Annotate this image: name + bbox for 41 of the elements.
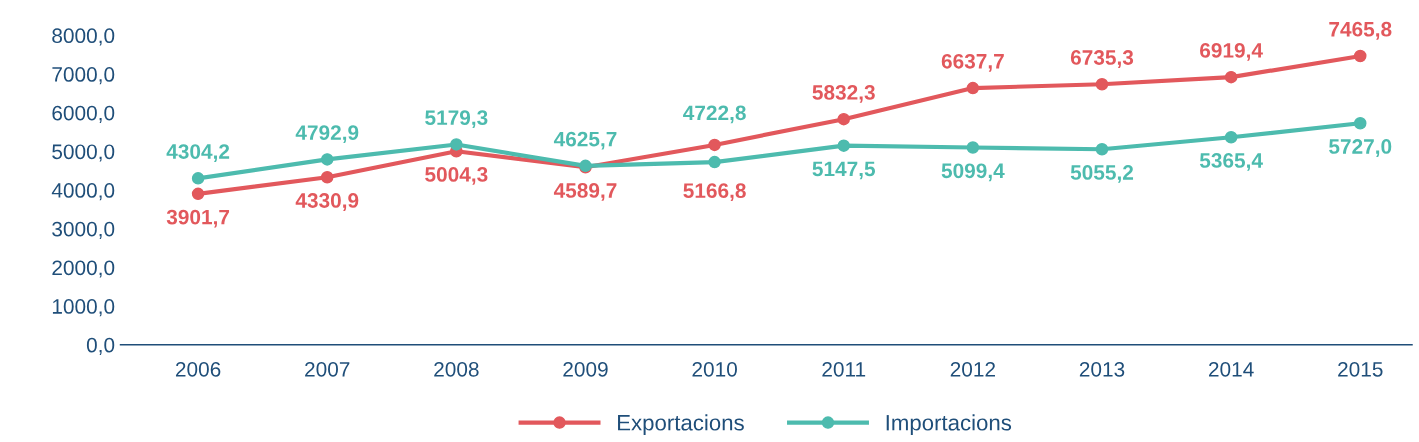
x-tick-label: 2006 bbox=[175, 361, 221, 377]
x-tick-label: 2007 bbox=[305, 361, 350, 377]
data-label: 4589,7 bbox=[553, 183, 617, 201]
data-label: 5055,2 bbox=[1070, 165, 1134, 183]
data-label: 5727,0 bbox=[1329, 139, 1392, 157]
data-label: 6637,7 bbox=[941, 53, 1004, 72]
data-label: 5004,3 bbox=[425, 167, 488, 185]
x-tick-label: 2015 bbox=[1338, 361, 1383, 377]
x-tick-label: 2008 bbox=[434, 361, 479, 377]
x-tick-label: 2009 bbox=[563, 361, 608, 377]
x-tick-label: 2012 bbox=[950, 361, 995, 377]
x-tick-label: 2011 bbox=[822, 361, 866, 377]
data-label: 4722,8 bbox=[683, 105, 746, 124]
data-label: 4304,2 bbox=[166, 144, 230, 162]
data-label: 5365,4 bbox=[1199, 153, 1263, 171]
x-tick-label: 2014 bbox=[1209, 361, 1254, 377]
legend-label: Exportacions bbox=[618, 414, 744, 435]
data-label: 5099,4 bbox=[941, 163, 1005, 182]
y-tick-label: 7000,0 bbox=[52, 67, 115, 85]
y-tick-label: 5000,0 bbox=[52, 144, 115, 162]
data-label: 6735,3 bbox=[1070, 50, 1134, 68]
data-label: 4792,9 bbox=[295, 125, 359, 144]
data-label: 3901,7 bbox=[166, 209, 230, 228]
legend-label: Importacions bbox=[886, 414, 1012, 435]
y-tick-label: 3000,0 bbox=[52, 221, 115, 239]
y-tick-label: 8000,0 bbox=[52, 28, 115, 46]
data-label: 5147,5 bbox=[812, 161, 876, 180]
y-tick-label: 2000,0 bbox=[52, 260, 115, 278]
y-tick-label: 6000,0 bbox=[52, 105, 115, 123]
x-tick-label: 2010 bbox=[692, 361, 737, 377]
data-label: 5166,8 bbox=[683, 183, 746, 202]
data-label: 7465,8 bbox=[1329, 21, 1392, 40]
data-label: 4625,7 bbox=[553, 131, 617, 150]
x-tick-label: 2013 bbox=[1079, 361, 1125, 377]
y-tick-label: 4000,0 bbox=[51, 183, 115, 201]
data-label: 5179,3 bbox=[425, 110, 488, 129]
y-tick-label: 0,0 bbox=[86, 337, 115, 355]
data-label: 5832,3 bbox=[812, 85, 875, 103]
data-label: 6919,4 bbox=[1200, 42, 1263, 61]
data-label: 4330,9 bbox=[295, 193, 359, 211]
y-tick-label: 1000,0 bbox=[52, 299, 115, 317]
